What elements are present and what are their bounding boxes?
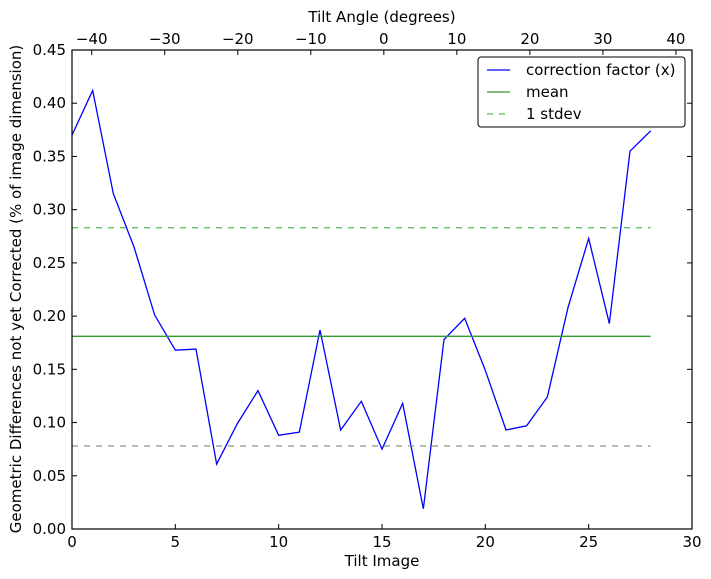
axis-ticks: 0 5 10 15 20 25 30 0.00 0.05 0.10 0.15 0.20 0.25 0.30… — [33, 30, 702, 551]
top-x-tick-label: 10 — [447, 30, 466, 48]
y-tick-label: 0.35 — [33, 147, 66, 165]
y-tick-label: 0.20 — [33, 307, 66, 325]
x-tick-label: 0 — [67, 533, 77, 551]
x-axis-label: Tilt Image — [344, 552, 420, 570]
legend-label: 1 stdev — [526, 105, 582, 123]
legend-label: mean — [526, 83, 569, 101]
legend-label: correction factor (x) — [526, 61, 675, 79]
series-line-0 — [71, 88, 652, 509]
top-x-tick-label: −10 — [295, 30, 327, 48]
y-tick-label: 0.15 — [33, 360, 66, 378]
x-tick-label: 30 — [682, 533, 701, 551]
x-tick-label: 20 — [476, 533, 495, 551]
legend-box — [477, 56, 686, 128]
top-x-tick-label: 40 — [666, 30, 685, 48]
x-tick-label: 25 — [579, 533, 598, 551]
y-tick-label: 0.10 — [33, 414, 66, 432]
y-tick-label: 0.45 — [33, 41, 66, 59]
top-x-tick-label: 20 — [520, 30, 539, 48]
y-tick-label: 0.00 — [33, 520, 66, 538]
y-tick-label: 0.40 — [33, 94, 66, 112]
top-x-tick-label: 30 — [593, 30, 612, 48]
x-tick-label: 10 — [269, 533, 288, 551]
plot-marks — [71, 88, 652, 509]
top-x-tick-label: −40 — [76, 30, 108, 48]
y-tick-label: 0.25 — [33, 254, 66, 272]
y-axis-label: Geometric Differences not yet Corrected … — [7, 45, 25, 534]
legend: correction factor (x) mean 1 stdev — [477, 56, 686, 128]
y-tick-label: 0.30 — [33, 201, 66, 219]
x-tick-label: 5 — [171, 533, 181, 551]
top-x-tick-label: 0 — [379, 30, 389, 48]
top-x-tick-label: −30 — [149, 30, 181, 48]
x-tick-label: 15 — [372, 533, 391, 551]
top-x-tick-label: −20 — [222, 30, 254, 48]
y-tick-label: 0.05 — [33, 467, 66, 485]
top-x-axis-label: Tilt Angle (degrees) — [307, 8, 455, 26]
